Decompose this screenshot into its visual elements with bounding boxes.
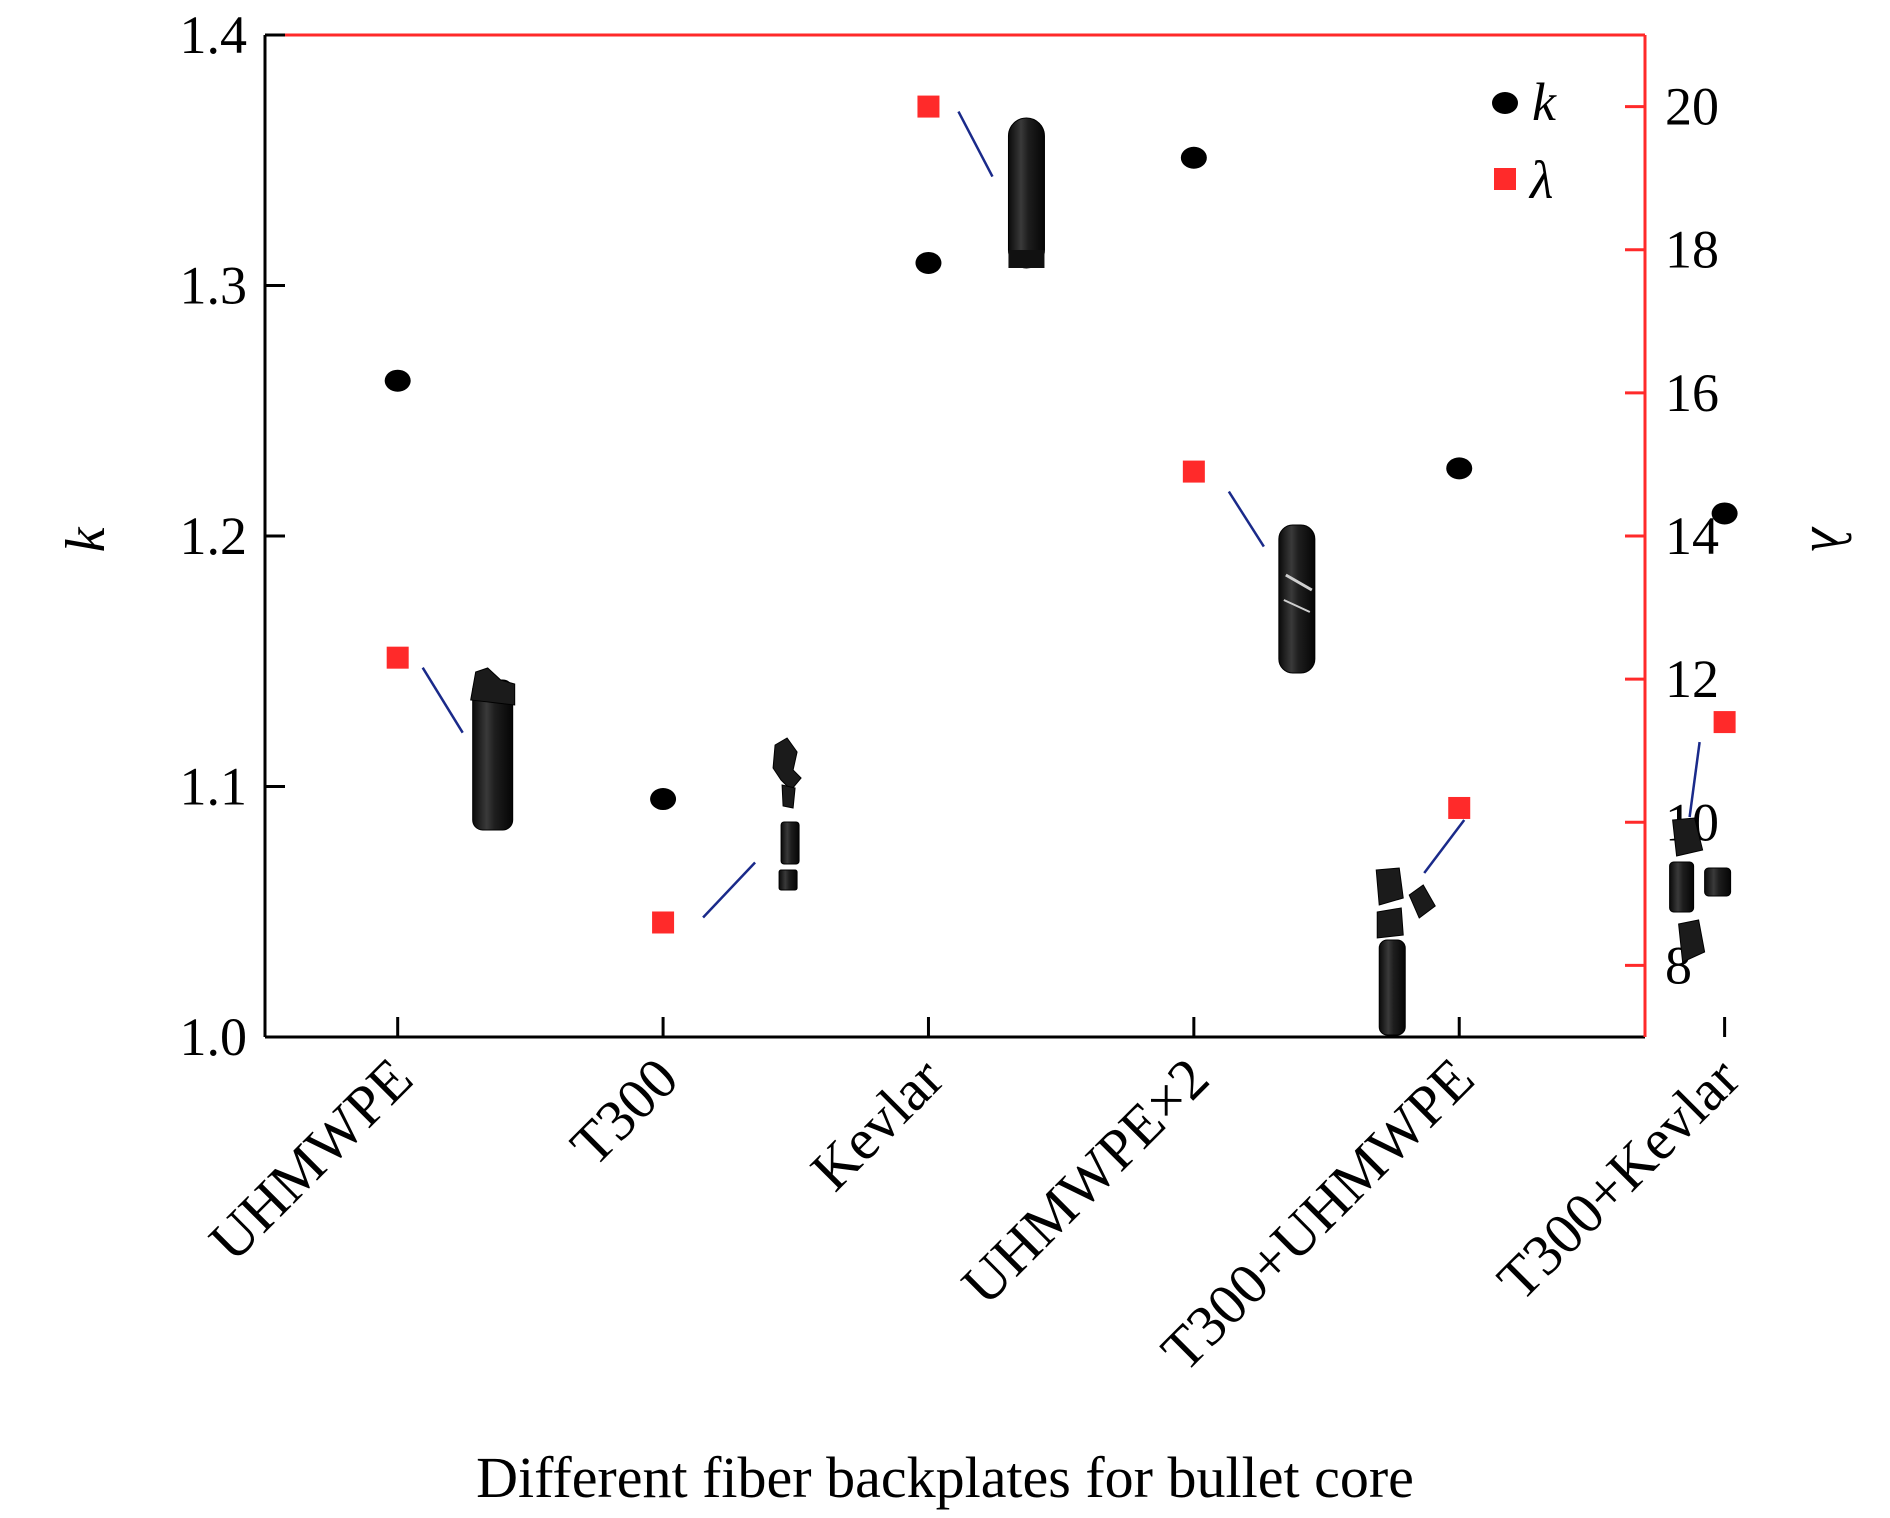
k-point: [1180, 146, 1207, 169]
lambda-point: [1713, 711, 1736, 734]
legend-k-marker: [1492, 92, 1518, 114]
leader-line: [421, 667, 464, 734]
x-axis-ticks: UHMWPE T300 KevlarUHMWPE×2T300+UHMWPET300+…: [197, 1017, 1752, 1383]
legend: kλ: [1492, 72, 1557, 210]
bullet-core-image: [1375, 867, 1436, 1036]
x-tick-label: UHMWPE×2: [949, 1045, 1221, 1317]
bullet-core-image: [1007, 117, 1045, 269]
lambda-point: [1182, 460, 1205, 483]
y-tick-label: 1.1: [180, 757, 248, 817]
y-tick-label: 1.2: [180, 506, 248, 566]
legend-k-label: k: [1532, 72, 1557, 132]
x-tick-label: Kevlar: [798, 1045, 956, 1203]
lambda-point: [652, 911, 675, 934]
bullet-core-image: [1278, 524, 1316, 674]
y2-axis-title: λ: [1799, 526, 1861, 552]
bullet-core-image: [772, 737, 802, 891]
y2-tick-label: 20: [1665, 77, 1719, 137]
x-tick-label: UHMWPE: [197, 1045, 425, 1273]
lambda-point: [917, 95, 940, 118]
y2-tick-label: 14: [1665, 506, 1719, 566]
x-tick-label: T300: [558, 1045, 691, 1178]
y-axis-ticks: 1.0 1.1 1.2 1.3 1.4: [180, 5, 285, 1067]
y2-tick-label: 18: [1665, 220, 1719, 280]
legend-lambda-marker: [1494, 168, 1516, 190]
y2-tick-label: 16: [1665, 363, 1719, 423]
leader-line: [702, 861, 756, 919]
y-tick-label: 1.4: [180, 5, 248, 65]
legend-lambda-label: λ: [1528, 150, 1553, 210]
k-point: [1446, 457, 1473, 480]
axes: [263, 33, 1647, 1039]
leader-line: [1688, 741, 1701, 818]
y-tick-label: 1.0: [180, 1007, 248, 1067]
y-axis-title: k: [55, 526, 117, 552]
x-tick-label: T300+Kevlar: [1485, 1045, 1752, 1312]
series-lambda: [386, 95, 1736, 934]
y2-tick-label: 12: [1665, 649, 1719, 709]
leader-lines: [421, 110, 1701, 919]
series-k: [384, 146, 1738, 811]
leader-line: [957, 110, 994, 178]
lambda-point: [1448, 796, 1471, 819]
k-point: [915, 251, 942, 274]
k-point: [384, 369, 411, 392]
bullet-core-image: [1669, 817, 1732, 963]
bullet-core-images: [470, 117, 1732, 1036]
x-axis-title: Different fiber backplates for bullet co…: [476, 1445, 1414, 1510]
k-point: [650, 788, 677, 811]
k-point: [1711, 502, 1738, 525]
lambda-point: [386, 646, 409, 669]
y2-axis-ticks: 8101214161820: [1625, 77, 1719, 995]
leader-line: [1423, 819, 1466, 874]
leader-line: [1227, 490, 1265, 548]
bullet-core-image: [470, 667, 516, 831]
y-tick-label: 1.3: [180, 256, 248, 316]
